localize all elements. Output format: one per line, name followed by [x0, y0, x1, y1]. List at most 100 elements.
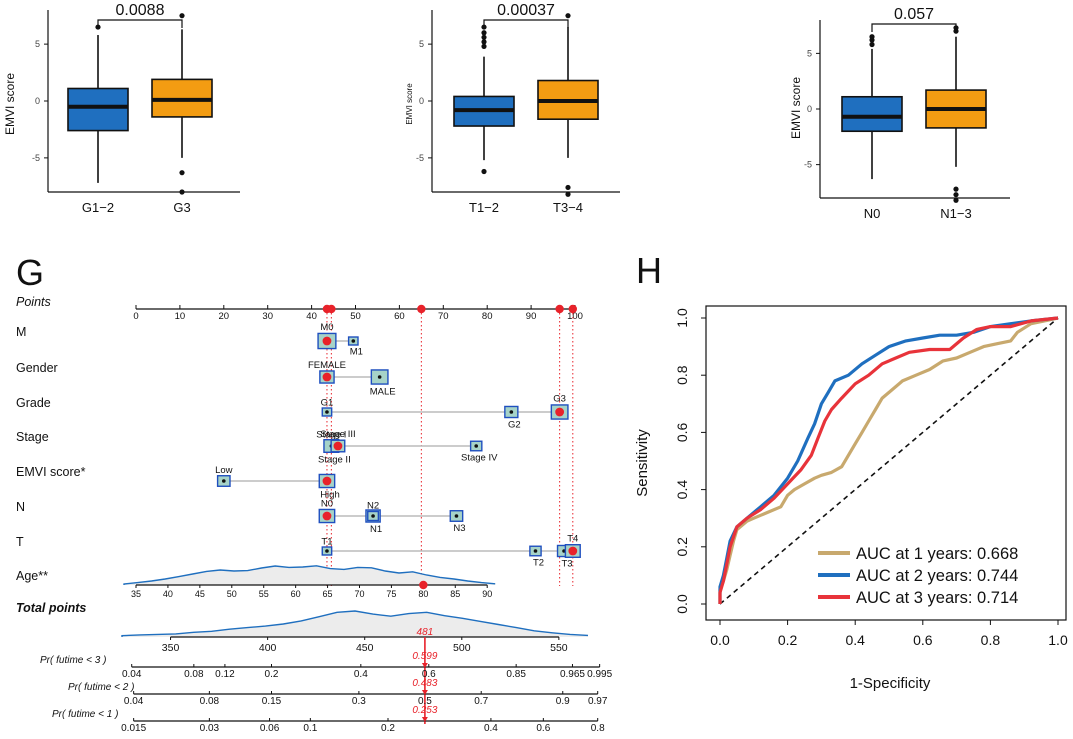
- level-label: T4: [567, 534, 578, 545]
- selected-level-marker: [333, 441, 343, 451]
- legend-entry: AUC at 2 years: 0.744: [856, 567, 1018, 585]
- level-label: MALE: [370, 386, 396, 397]
- y-tick-label: 0.6: [674, 422, 690, 442]
- age-tick-label: 50: [227, 589, 237, 599]
- y-tick-label: -5: [32, 153, 40, 163]
- selected-probability-marker: [421, 663, 428, 668]
- significance-bracket: 0.057: [871, 6, 957, 32]
- x-tick-label: 0.2: [778, 632, 798, 648]
- total-tick-label: 450: [356, 642, 374, 654]
- age-tick-label: 70: [354, 589, 364, 599]
- points-tick-label: 100: [567, 311, 583, 322]
- probability-tick-label: 0.6: [536, 723, 550, 734]
- total-density-curve: [121, 610, 589, 637]
- variable-label: Grade: [16, 396, 51, 410]
- age-tick-label: 45: [195, 589, 205, 599]
- probability-tick-label: 0.8: [591, 723, 605, 734]
- probability-axis-1: Pr( futime < 2 ) 0.04 0.08 0.15 0.3 0.5 0.7 0.9…: [68, 678, 608, 707]
- total-tick-label: 550: [550, 642, 568, 654]
- y-tick-label: 0.4: [674, 480, 690, 500]
- probability-tick-label: 0.06: [260, 723, 280, 734]
- y-tick-label: -5: [416, 153, 424, 163]
- level-label: T3: [561, 559, 572, 570]
- outlier-point: [869, 34, 875, 40]
- nomogram-row-1: Gender FEMALE MALE: [16, 360, 396, 397]
- total-points-label: Total points: [16, 601, 86, 615]
- level-label: Stage IV: [461, 453, 498, 464]
- box-1: T3−4: [537, 13, 599, 215]
- grade-boxplot: EMVI score -5 0 5 G1−2 G3 0.0088: [3, 2, 240, 215]
- y-tick-label: 0.0: [674, 594, 690, 614]
- x-tick-label: 0.4: [845, 632, 865, 648]
- selected-level-marker: [322, 476, 332, 486]
- level-label: Stage I: [316, 430, 346, 441]
- points-tick-label: 30: [262, 311, 273, 322]
- level-label: N2: [367, 501, 379, 512]
- selected-level-marker: [322, 372, 332, 382]
- age-tick-label: 75: [386, 589, 396, 599]
- level-label: G2: [508, 420, 521, 431]
- roc-curve-3-year: [718, 316, 1059, 604]
- outlier-point: [565, 184, 571, 191]
- selected-probability-label: 0.599: [412, 651, 437, 662]
- level-center-dot: [351, 339, 356, 343]
- probability-tick-label: 0.2: [265, 669, 279, 680]
- level-center-dot: [377, 375, 382, 379]
- level-label: Stage III: [320, 429, 355, 440]
- roc-panel: H 0.0 0.2 0.4 0.6 0.8 1.0 0.0 0.2 0.4 0.6 0.8 1.0 1…: [634, 250, 1068, 692]
- level-label: FEMALE: [308, 360, 346, 371]
- level-center-dot: [325, 549, 329, 553]
- age-tick-label: 90: [482, 589, 492, 599]
- probability-tick-label: 0.15: [262, 696, 282, 707]
- variable-label: T: [16, 535, 24, 549]
- outlier-point: [179, 189, 185, 195]
- points-tick-label: 0: [133, 311, 138, 322]
- legend: AUC at 1 years: 0.668 AUC at 2 years: 0.7…: [818, 545, 1018, 607]
- age-tick-label: 55: [259, 589, 269, 599]
- box-1: G3: [151, 13, 213, 215]
- t-stage-boxplot: EMVI score -5 0 5 T1−2 T3−4 0.00037: [405, 2, 620, 215]
- box: [67, 87, 129, 132]
- level-label: N1: [370, 524, 382, 535]
- outlier-point: [481, 39, 487, 45]
- level-label: M0: [320, 322, 333, 333]
- level-label: Low: [215, 465, 233, 476]
- legend-entry: AUC at 1 years: 0.668: [856, 545, 1018, 563]
- outlier-point: [869, 41, 875, 48]
- y-tick-label: 0: [35, 96, 40, 106]
- probability-tick-label: 0.4: [484, 723, 498, 734]
- level-center-dot: [474, 444, 479, 448]
- points-tick-label: 70: [438, 311, 449, 322]
- x-tick-label: 0.8: [981, 632, 1001, 648]
- nomogram-row-5: N N0 N1 N2 N3: [16, 498, 466, 535]
- selected-probability-marker: [421, 690, 428, 695]
- variable-label: Gender: [16, 361, 58, 375]
- age-label: Age**: [16, 569, 48, 583]
- selected-probability-label: 0.253: [412, 705, 437, 716]
- probability-tick-label: 0.2: [381, 723, 395, 734]
- x-tick-label: G1−2: [82, 200, 114, 215]
- reference-diagonal: [719, 317, 1059, 605]
- outlier-point: [481, 168, 487, 175]
- level-center-dot: [533, 549, 538, 553]
- x-tick-label: 0.0: [710, 632, 730, 648]
- y-axis-label: EMVI score: [789, 77, 803, 139]
- y-tick-label: 5: [419, 39, 424, 49]
- variable-label: N: [16, 500, 25, 514]
- x-tick-label: T1−2: [469, 200, 499, 215]
- selected-total-label: 481: [417, 627, 434, 638]
- x-tick-label: T3−4: [553, 200, 583, 215]
- probability-tick-label: 0.9: [556, 696, 570, 707]
- level-center-dot: [371, 514, 375, 518]
- probability-tick-label: 0.08: [184, 669, 204, 680]
- points-tick-label: 50: [350, 311, 361, 322]
- level-center-dot: [222, 479, 226, 483]
- box-1: N1−3: [925, 25, 987, 221]
- nomogram-row-3: Stage Stage I Stage II Stage III Stage IV: [16, 429, 498, 465]
- outlier-point: [953, 192, 959, 198]
- x-tick-label: 0.6: [913, 632, 933, 648]
- probability-tick-label: 0.965: [560, 669, 585, 680]
- probability-tick-label: 0.04: [122, 669, 142, 680]
- selected-age-marker: [419, 580, 428, 590]
